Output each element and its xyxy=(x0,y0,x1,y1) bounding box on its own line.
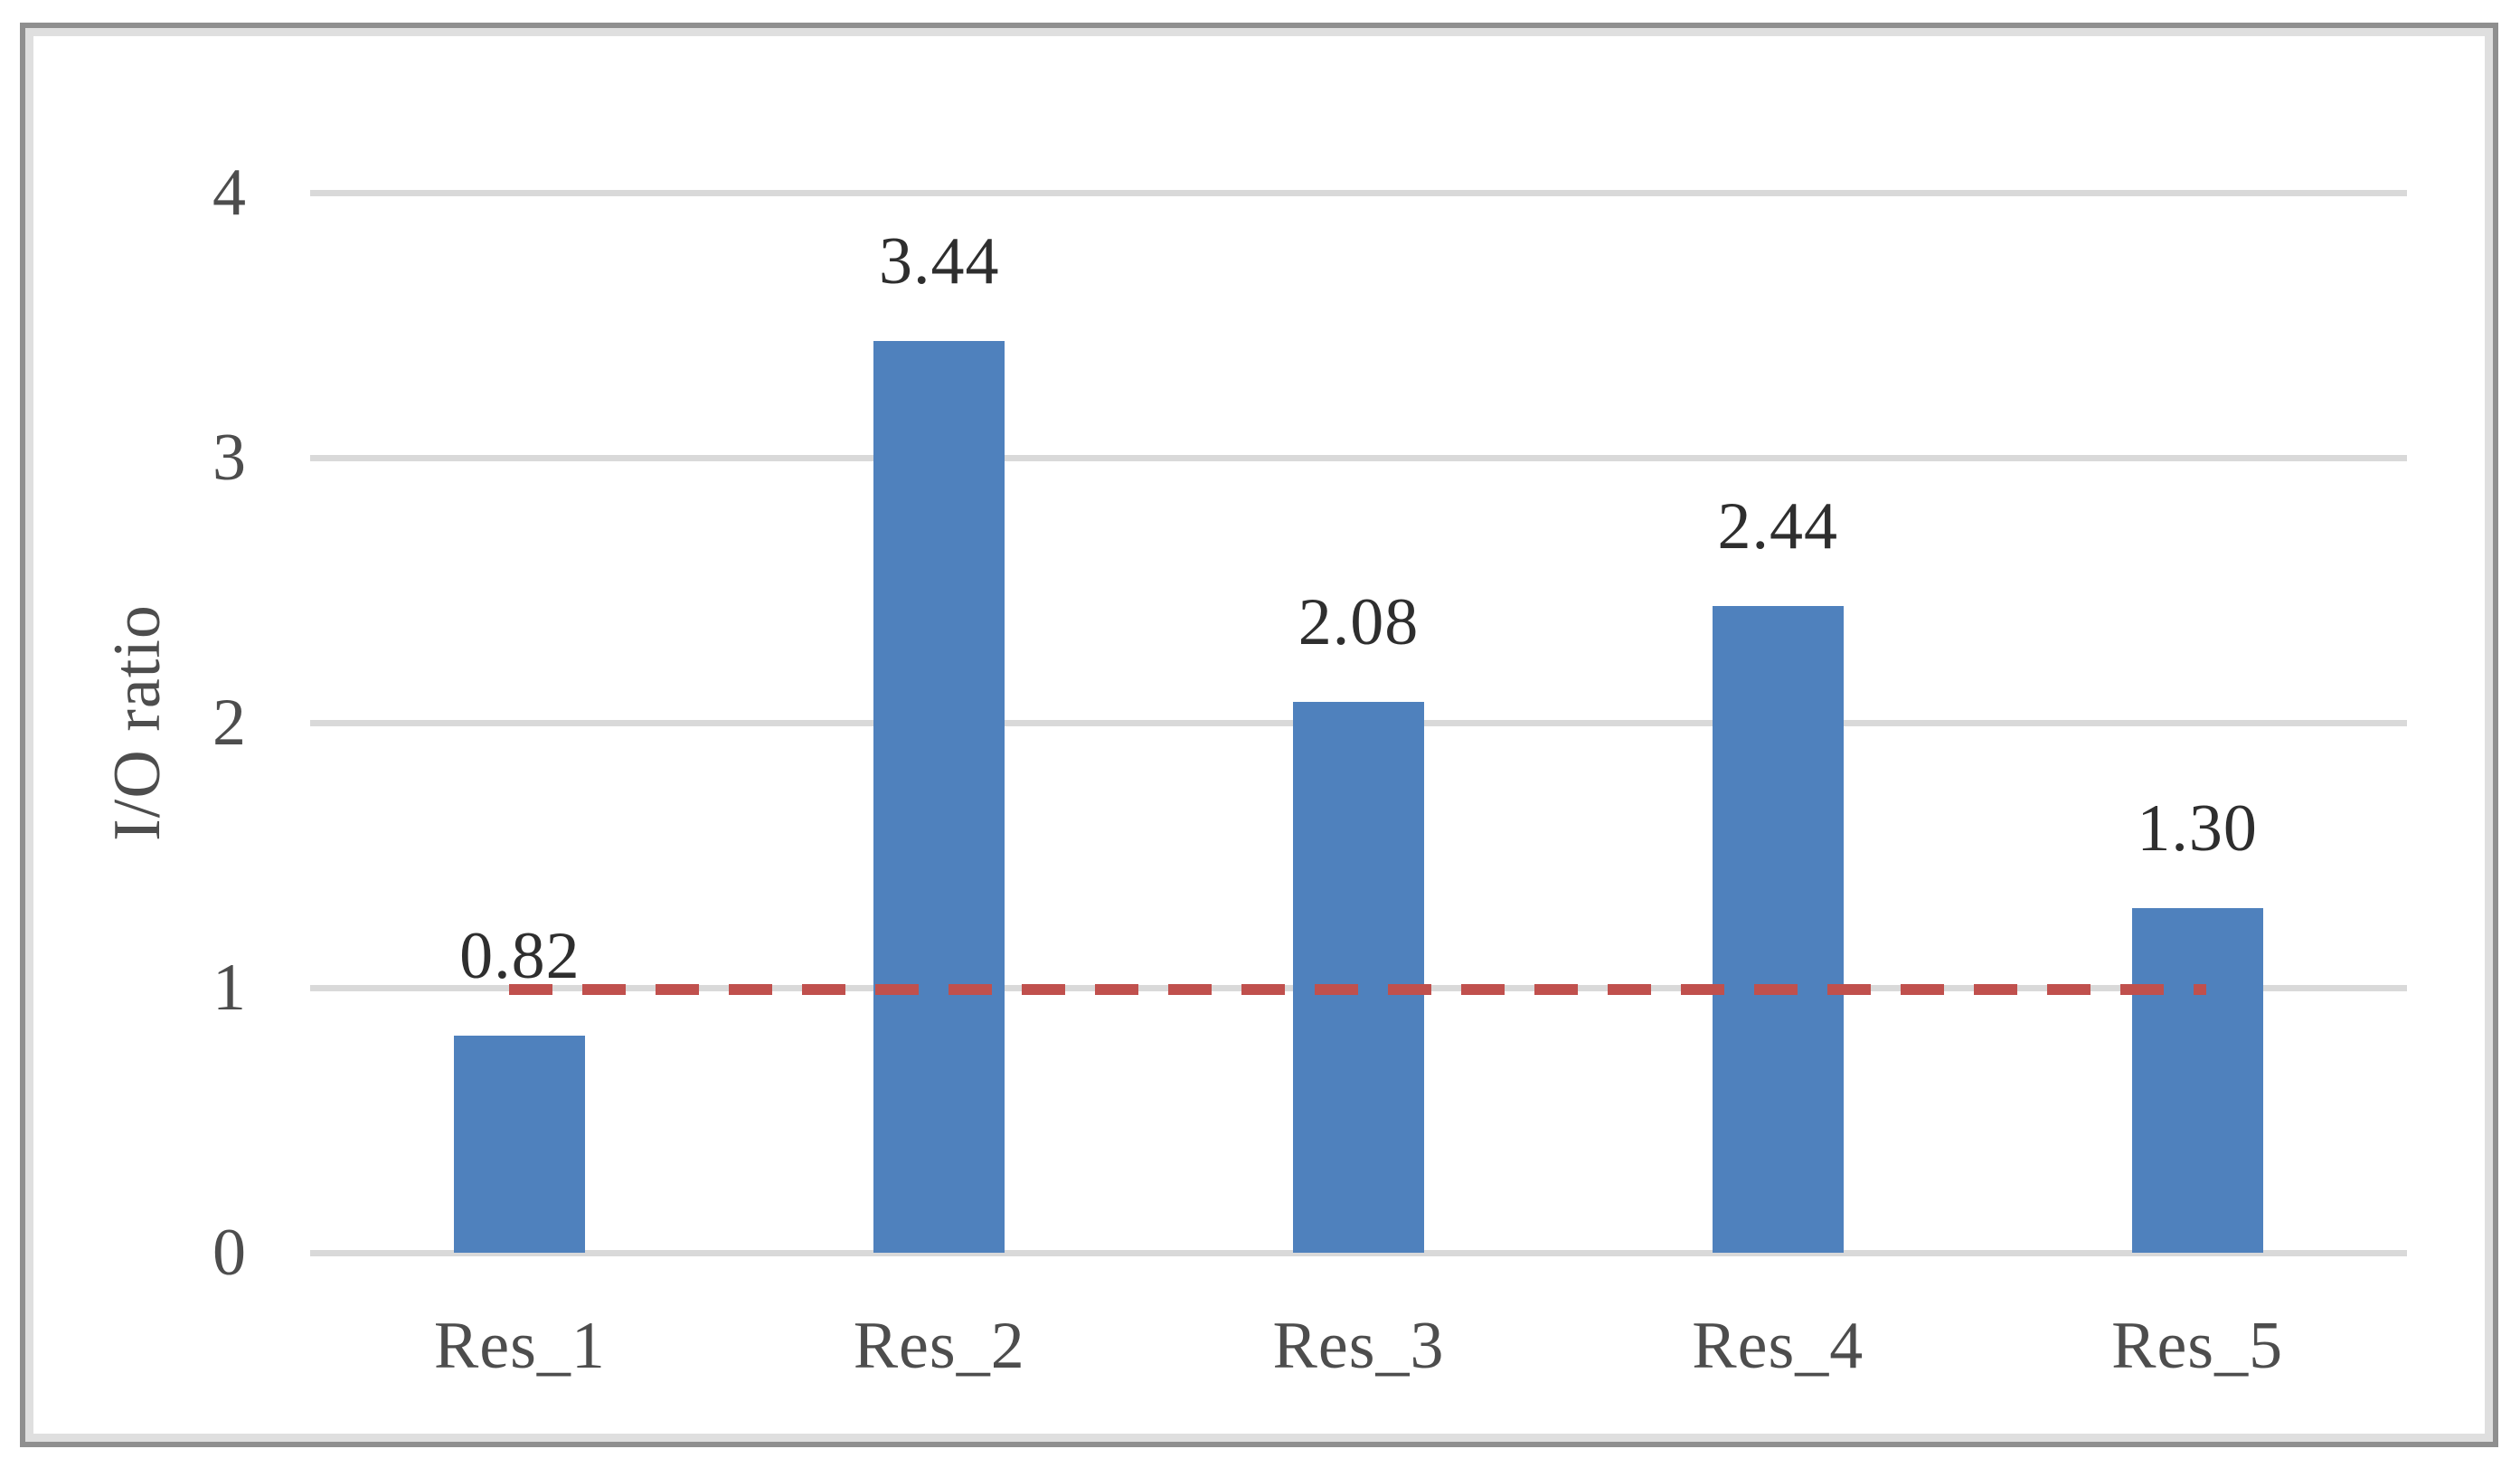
gridline-y-0 xyxy=(310,1250,2407,1256)
x-axis-label-res_2: Res_2 xyxy=(853,1309,1025,1383)
y-tick-label-3: 3 xyxy=(212,421,246,495)
bar-value-label-res_2: 3.44 xyxy=(878,224,1000,299)
bar-res_4 xyxy=(1712,606,1844,1253)
bar-value-label-res_5: 1.30 xyxy=(2137,791,2258,867)
x-axis-label-res_5: Res_5 xyxy=(2111,1309,2284,1383)
bar-res_1 xyxy=(454,1035,586,1253)
bar-value-label-res_3: 2.08 xyxy=(1298,584,1420,659)
gridline-y-3 xyxy=(310,455,2407,461)
y-tick-label-1: 1 xyxy=(212,951,246,1025)
bar-value-label-res_4: 2.44 xyxy=(1717,489,1839,564)
x-axis-label-res_1: Res_1 xyxy=(433,1309,606,1383)
y-tick-label-2: 2 xyxy=(212,686,246,760)
bar-res_3 xyxy=(1293,701,1424,1253)
bar-res_2 xyxy=(873,341,1005,1253)
y-axis-title: I/O ratio xyxy=(100,604,175,841)
x-axis-label-res_4: Res_4 xyxy=(1692,1309,1864,1383)
gridline-y-4 xyxy=(310,190,2407,196)
bar-value-label-res_1: 0.82 xyxy=(459,918,580,993)
reference-line-y1 xyxy=(509,984,2206,995)
bar-res_5 xyxy=(2131,908,2263,1253)
y-tick-label-4: 4 xyxy=(212,156,246,230)
y-tick-label-0: 0 xyxy=(212,1216,246,1290)
x-axis-label-res_3: Res_3 xyxy=(1272,1309,1445,1383)
chart-frame xyxy=(20,23,2498,1447)
